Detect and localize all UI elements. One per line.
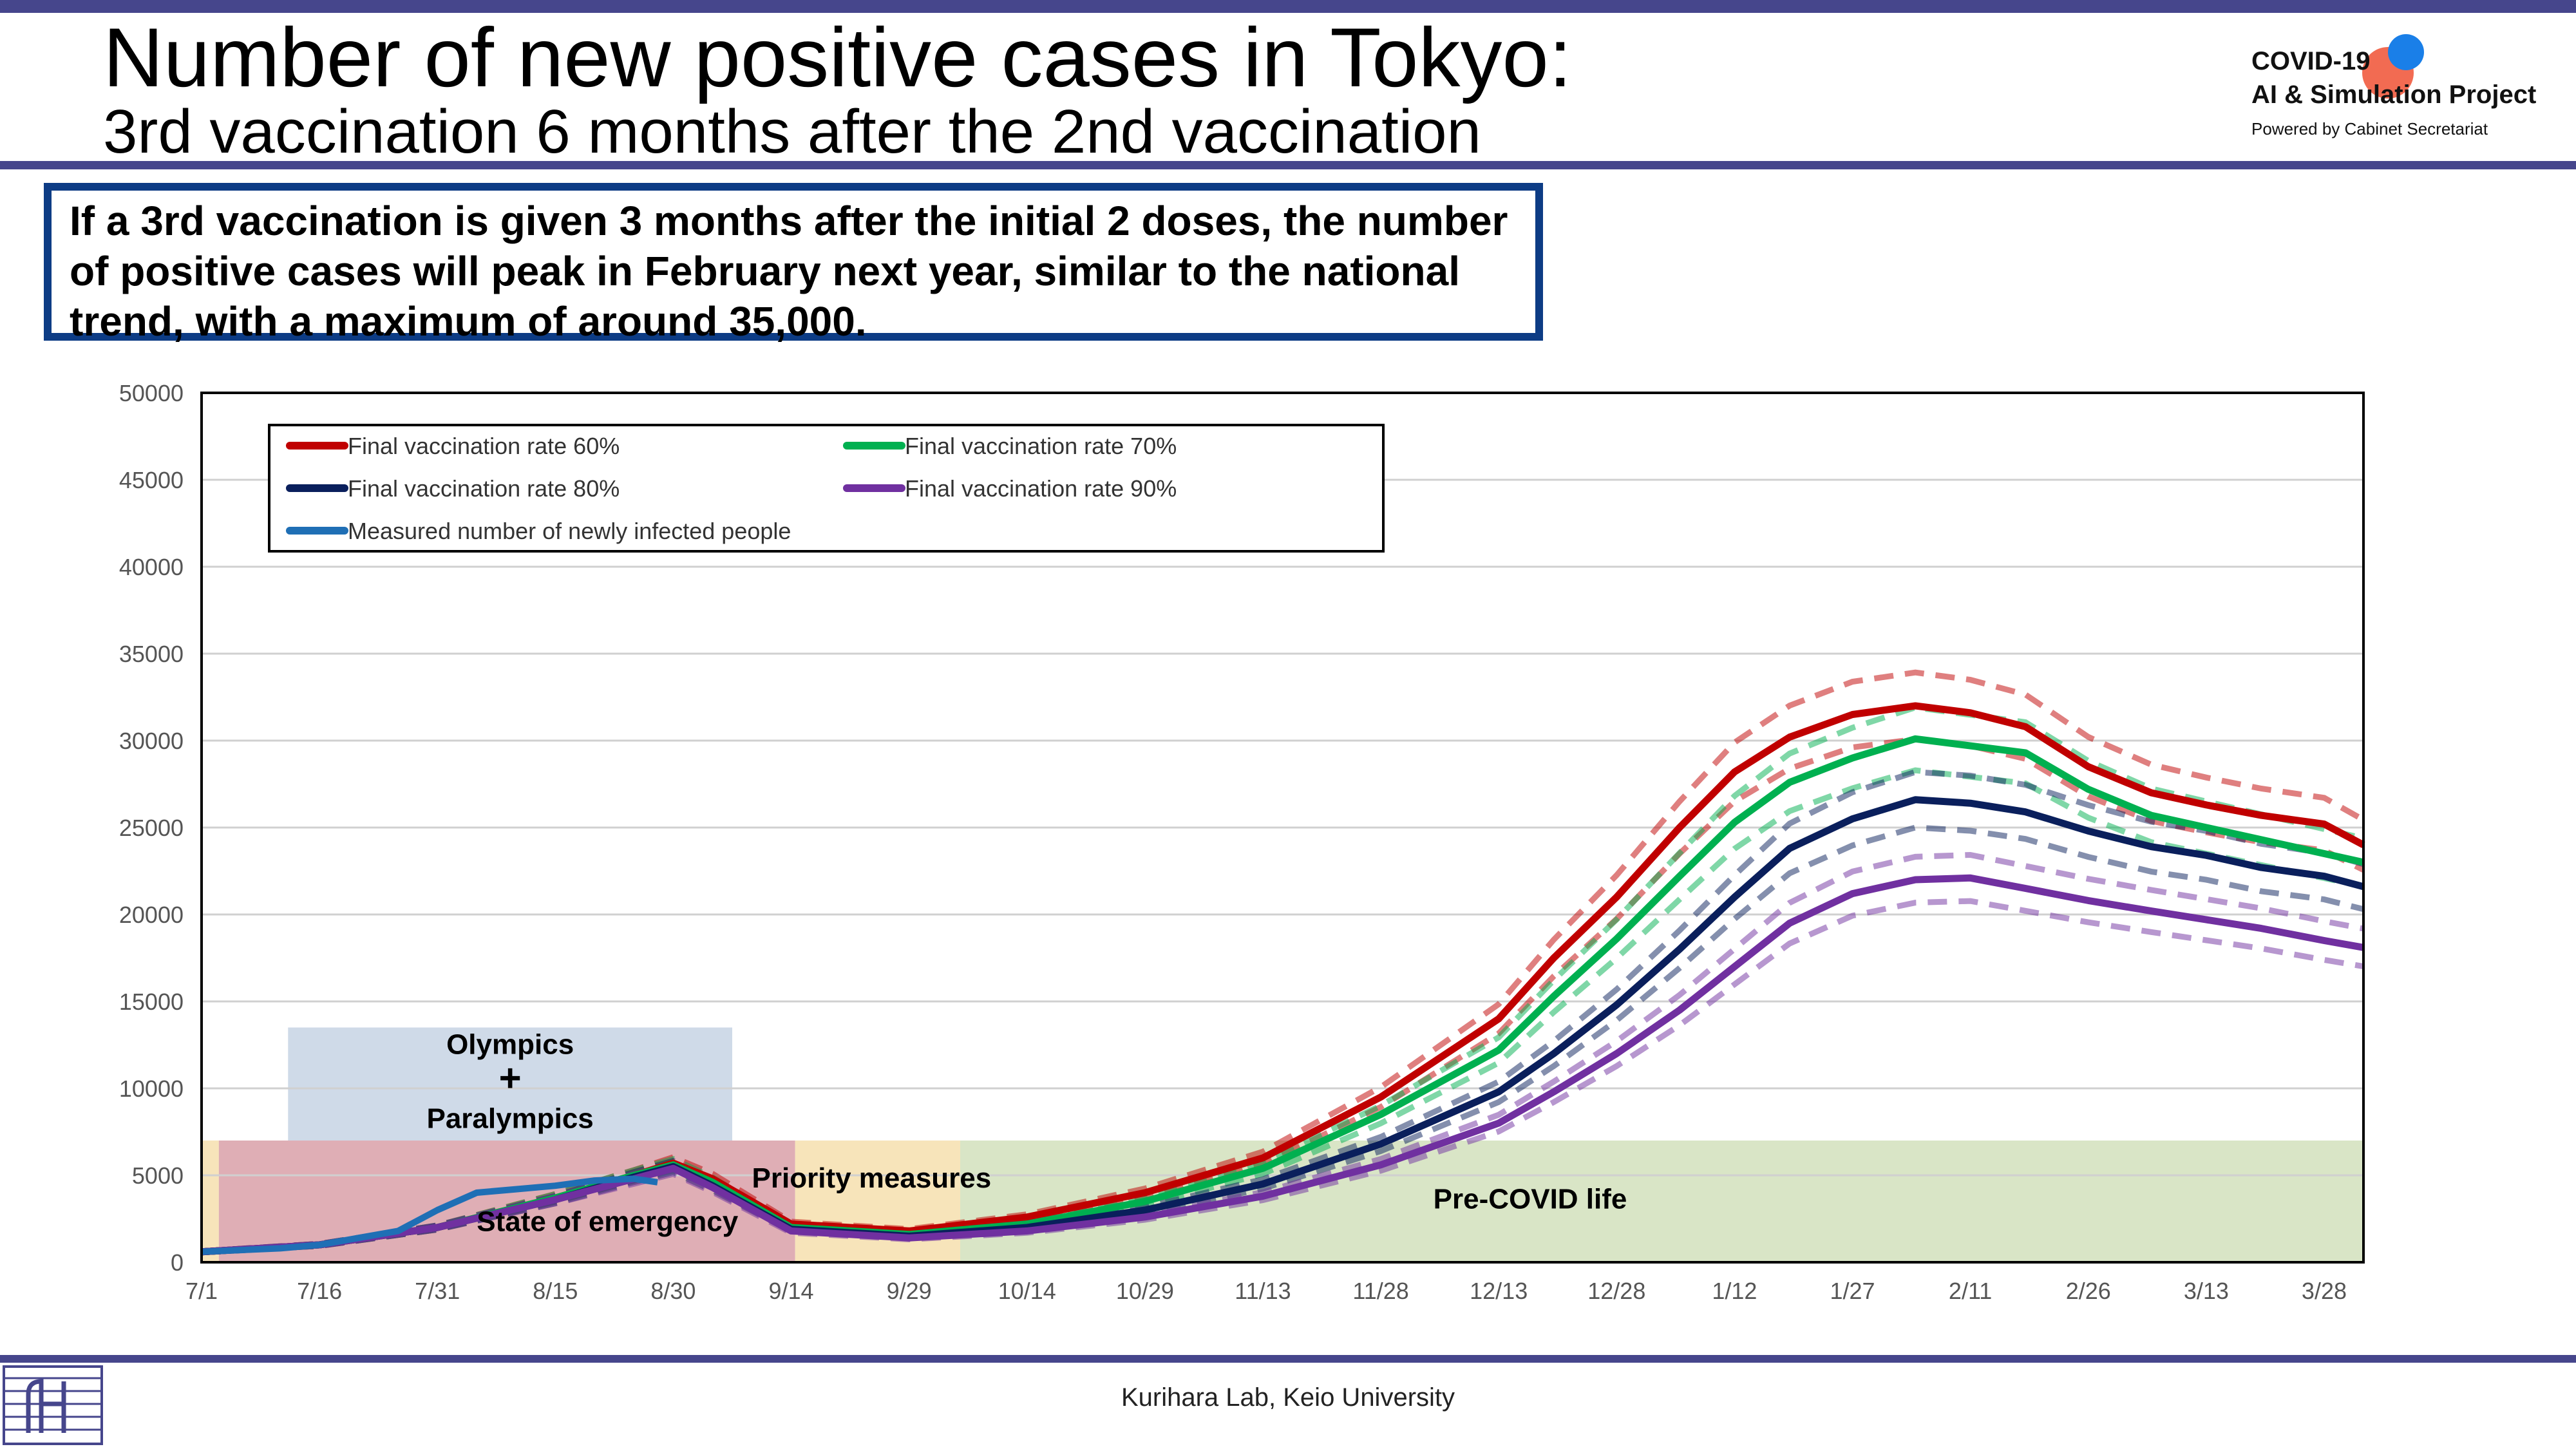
y-tick-label: 35000	[119, 641, 184, 667]
footer-credit: Kurihara Lab, Keio University	[1121, 1383, 1455, 1412]
logo-line2: AI & Simulation Project	[2251, 80, 2537, 109]
callout-text: If a 3rd vaccination is given 3 months a…	[70, 198, 1508, 345]
top-bar	[0, 0, 2576, 13]
y-tick-label: 0	[171, 1249, 184, 1276]
x-tick-label: 1/27	[1830, 1278, 1875, 1304]
label-plus: +	[499, 1057, 522, 1100]
x-tick-label: 9/14	[769, 1278, 814, 1304]
page-title: Number of new positive cases in Tokyo:	[103, 10, 1572, 104]
logo-blue-dot	[2388, 34, 2424, 70]
label-state-of-emergency: State of emergency	[477, 1206, 738, 1237]
x-tick-label: 3/13	[2184, 1278, 2229, 1304]
y-axis-ticks: 0 5000 10000 15000 20000 25000 30000 35000 40000…	[119, 380, 184, 1276]
series-line-rate90	[201, 874, 2364, 1256]
y-tick-label: 45000	[119, 467, 184, 493]
page-subtitle: 3rd vaccination 6 months after the 2nd v…	[103, 97, 1481, 166]
y-tick-label: 40000	[119, 554, 184, 580]
plot-frame	[200, 392, 2365, 1264]
x-tick-label: 2/11	[1949, 1278, 1992, 1304]
x-tick-label: 7/1	[185, 1278, 218, 1304]
region-labels: Olympics+Paralympics State of emergency Pr…	[426, 1029, 1627, 1238]
y-tick-label: 20000	[119, 902, 184, 928]
region-olympics	[288, 1027, 732, 1141]
footer-bar	[0, 1355, 2576, 1363]
y-tick-label: 15000	[119, 989, 184, 1015]
legend-label-rate60: Final vaccination rate 60%	[348, 433, 620, 459]
legend-box	[268, 424, 1385, 553]
series-rate90-lower-band	[201, 898, 2364, 1256]
x-tick-label: 10/29	[1116, 1278, 1174, 1304]
legend-label-rate70: Final vaccination rate 70%	[905, 433, 1177, 459]
x-tick-label: 8/15	[533, 1278, 578, 1304]
x-tick-label: 7/31	[415, 1278, 460, 1304]
x-tick-label: 3/28	[2302, 1278, 2347, 1304]
x-tick-label: 12/28	[1587, 1278, 1645, 1304]
legend-label-rate80: Final vaccination rate 80%	[348, 475, 620, 502]
x-tick-label: 10/14	[998, 1278, 1056, 1304]
lab-logo-icon	[3, 1365, 103, 1445]
legend-label-measured: Measured number of newly infected people	[348, 518, 791, 544]
title-underline	[0, 161, 2576, 169]
summary-callout: If a 3rd vaccination is given 3 months a…	[44, 183, 1543, 345]
y-tick-label: 5000	[132, 1162, 184, 1189]
logo-line1: COVID-19	[2251, 47, 2371, 75]
x-tick-label: 9/29	[887, 1278, 932, 1304]
y-tick-label: 25000	[119, 815, 184, 841]
x-tick-label: 1/12	[1712, 1278, 1757, 1304]
y-tick-label: 10000	[119, 1075, 184, 1102]
x-tick-label: 8/30	[650, 1278, 696, 1304]
y-tick-label: 50000	[119, 380, 184, 406]
chart-series	[201, 669, 2365, 1256]
label-priority-measures: Priority measures	[752, 1162, 992, 1194]
x-tick-label: 11/13	[1235, 1278, 1291, 1304]
x-tick-label: 11/28	[1352, 1278, 1408, 1304]
label-paralympics: Paralympics	[426, 1103, 593, 1135]
region-priority-measures	[795, 1141, 961, 1262]
x-axis-ticks: 7/1 7/16 7/31 8/15 8/30 9/14 9/29 10/14 10/29 11/…	[185, 1278, 2347, 1304]
covid-project-logo: COVID-19 AI & Simulation Project Powered…	[2248, 29, 2557, 148]
region-pre-emergency	[202, 1141, 219, 1262]
x-tick-label: 7/16	[297, 1278, 342, 1304]
x-tick-label: 12/13	[1470, 1278, 1528, 1304]
chart: 0 5000 10000 15000 20000 25000 30000 35000 40000…	[119, 380, 2365, 1304]
x-tick-label: 2/26	[2066, 1278, 2111, 1304]
legend-label-rate90: Final vaccination rate 90%	[905, 475, 1177, 502]
label-olympics: Olympics	[446, 1029, 574, 1061]
series-line-measured	[201, 1175, 658, 1255]
logo-line3: Powered by Cabinet Secretariat	[2251, 119, 2488, 138]
chart-regions	[202, 1027, 2363, 1262]
label-pre-covid-life: Pre-COVID life	[1434, 1183, 1627, 1215]
chart-legend: Final vaccination rate 60% Final vaccinat…	[268, 424, 1385, 553]
y-tick-label: 30000	[119, 728, 184, 754]
